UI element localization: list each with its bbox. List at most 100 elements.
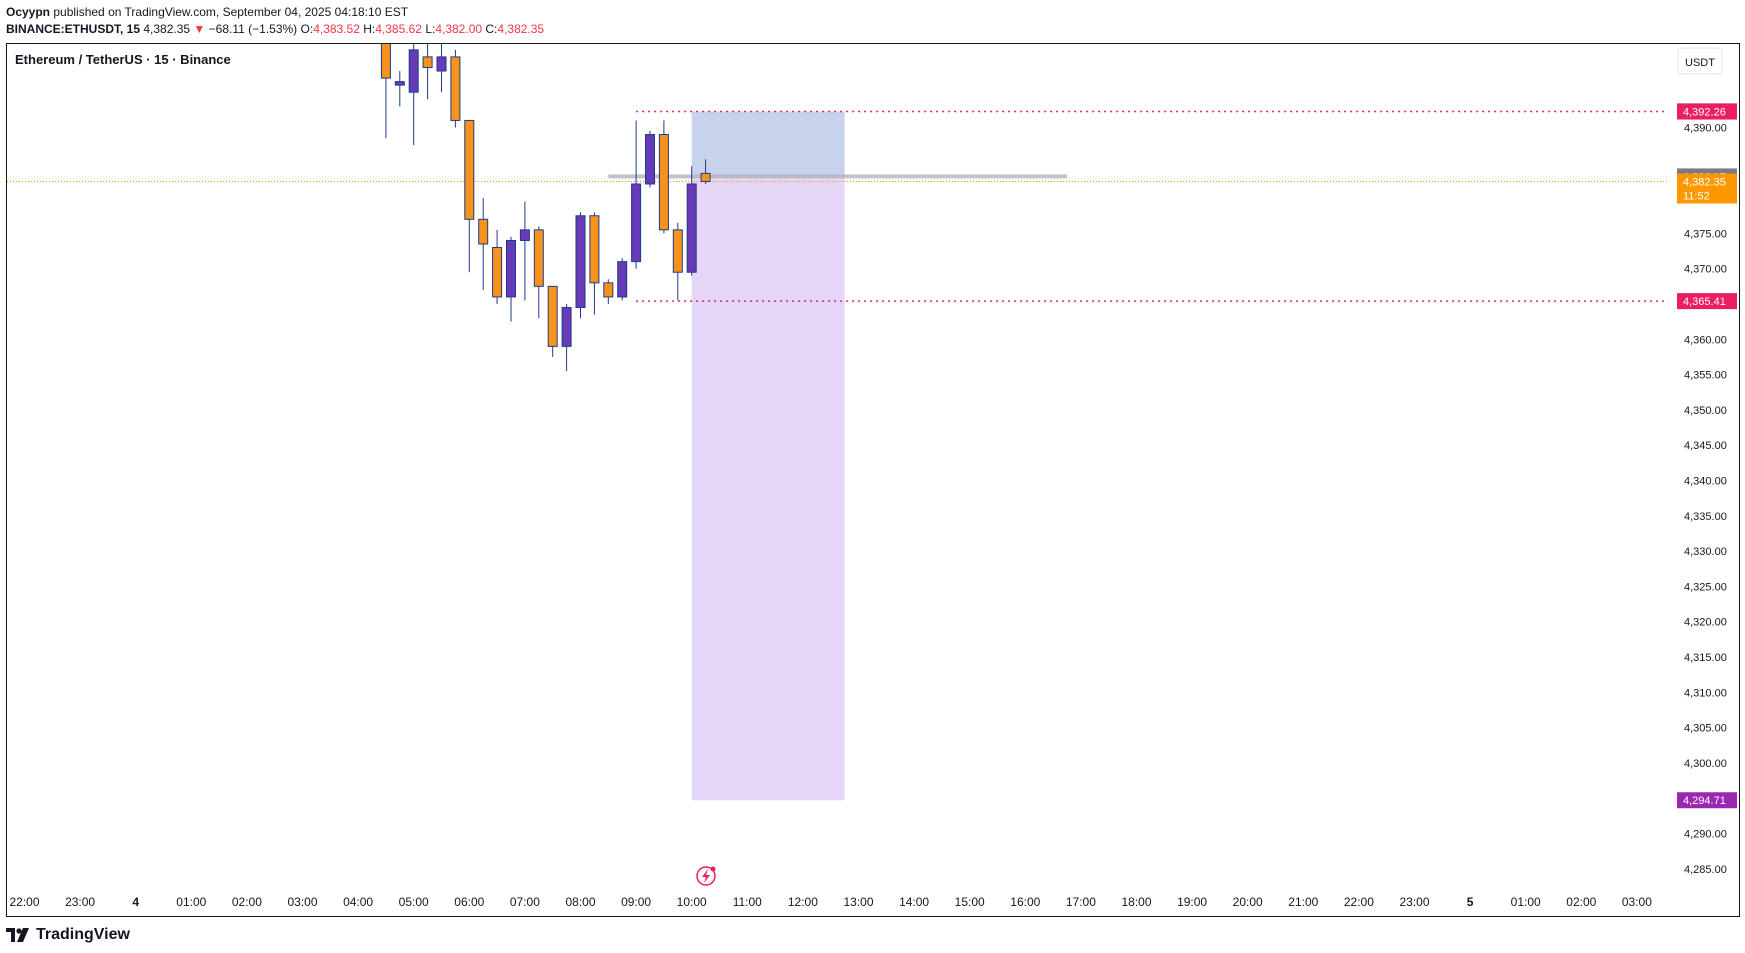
brand-name: TradingView <box>36 926 130 943</box>
lightning-icon[interactable] <box>696 866 716 886</box>
candle <box>631 120 642 269</box>
y-tick-label: 4,285.00 <box>1684 864 1727 876</box>
stop-price-tag-text: 4,294.71 <box>1683 795 1726 807</box>
x-tick-label: 22:00 <box>1344 895 1374 909</box>
close-label: C: <box>485 22 498 36</box>
candle <box>686 166 697 276</box>
candle <box>408 44 419 146</box>
y-tick-label: 4,325.00 <box>1684 581 1727 593</box>
candle <box>380 44 391 139</box>
candle-body <box>478 218 489 245</box>
candle <box>492 229 503 304</box>
change-value: −68.11 (−1.53%) <box>208 22 298 36</box>
close-value: 4,382.35 <box>497 22 545 36</box>
x-tick-label: 06:00 <box>454 895 484 909</box>
high-value: 4,385.62 <box>375 22 422 36</box>
target-price-tag-text: 4,392.26 <box>1683 107 1726 119</box>
candle-body <box>408 49 419 93</box>
candle-body <box>658 134 669 231</box>
y-tick-label: 4,335.00 <box>1684 511 1727 523</box>
y-tick-label: 4,330.00 <box>1684 546 1727 558</box>
x-tick-label: 04:00 <box>343 895 373 909</box>
y-tick-label: 4,340.00 <box>1684 476 1727 488</box>
x-tick-label: 01:00 <box>1511 895 1541 909</box>
x-tick-label: 23:00 <box>1399 895 1429 909</box>
y-tick-label: 4,320.00 <box>1684 617 1727 629</box>
chart-legend-title: Ethereum / TetherUS · 15 · Binance <box>15 52 231 67</box>
candle <box>394 71 405 107</box>
candle <box>464 119 475 273</box>
x-tick-label: 15:00 <box>955 895 985 909</box>
candle <box>547 285 558 357</box>
candle-body <box>506 239 516 298</box>
y-tick-label: 4,370.00 <box>1684 264 1727 276</box>
x-tick-label: 07:00 <box>510 895 540 909</box>
stop-price-tag-bg <box>1677 792 1737 809</box>
candle-body <box>450 56 461 121</box>
candle-body <box>422 56 433 68</box>
candle-body <box>561 307 572 347</box>
candle-body <box>631 183 642 263</box>
open-value: 4,383.52 <box>313 22 360 36</box>
y-tick-label: 4,345.00 <box>1684 440 1727 452</box>
x-tick-label: 17:00 <box>1066 895 1096 909</box>
stop-price-tag: 4,294.71 <box>1677 792 1737 809</box>
current-price-tag-countdown: 11:52 <box>1683 191 1710 203</box>
tradingview-logo[interactable]: TradingView <box>6 926 130 944</box>
x-tick-label: 14:00 <box>899 895 929 909</box>
candle-body <box>547 285 558 347</box>
x-tick-label: 16:00 <box>1010 895 1040 909</box>
candle <box>645 131 655 188</box>
candle-body <box>380 44 391 79</box>
candle-body <box>700 172 711 183</box>
current-price-tag: 4,382.35 11:52 <box>1677 173 1737 204</box>
x-tick-label: 01:00 <box>176 895 206 909</box>
candle-body <box>464 119 475 220</box>
candle-body <box>589 215 600 284</box>
price-axis[interactable]: 4,390.00 4,375.00 4,370.00 4,360.00 4,355.00… <box>1677 103 1737 876</box>
lower-price-tag-text: 4,365.41 <box>1683 296 1726 308</box>
target-zone <box>691 111 845 177</box>
y-tick-label: 4,300.00 <box>1684 758 1727 770</box>
x-tick-label: 03:00 <box>287 895 317 909</box>
candle-body <box>394 81 405 86</box>
author-name[interactable]: Ocyypn <box>6 5 51 19</box>
last-price: 4,382.35 <box>143 22 191 36</box>
ohlc-header: BINANCE:ETHUSDT, 15 4,382.35 ▼ −68.11 (−… <box>6 22 544 36</box>
x-tick-label: 20:00 <box>1233 895 1263 909</box>
change-down-icon: ▼ <box>193 22 206 36</box>
x-tick-label: 5 <box>1467 895 1474 909</box>
currency-button[interactable]: USDT <box>1677 47 1723 75</box>
y-tick-label: 4,375.00 <box>1684 228 1727 240</box>
candle-body <box>492 247 503 298</box>
currency-label: USDT <box>1685 57 1715 69</box>
candle-body <box>575 215 586 309</box>
current-price-tag-bg <box>1677 173 1737 204</box>
candle <box>450 49 461 128</box>
candle <box>658 120 669 234</box>
time-axis[interactable]: 22:00 23:00 4 01:00 02:00 03:00 04:00 05:00 06:0… <box>9 895 1652 909</box>
x-tick-label: 23:00 <box>65 895 95 909</box>
candle-body <box>519 229 530 241</box>
y-tick-label: 4,290.00 <box>1684 829 1727 841</box>
candle <box>519 201 530 301</box>
candle-body <box>533 229 544 287</box>
candle <box>436 44 447 93</box>
lower-price-tag-bg <box>1677 293 1737 310</box>
candle-body <box>686 183 697 273</box>
y-tick-label: 4,310.00 <box>1684 687 1727 699</box>
x-tick-label: 12:00 <box>788 895 818 909</box>
published-text: published on TradingView.com, September … <box>53 5 409 19</box>
high-label: H: <box>363 22 376 36</box>
candle <box>478 198 489 290</box>
candle <box>589 212 600 315</box>
x-tick-label: 05:00 <box>399 895 429 909</box>
candle-body <box>603 282 614 298</box>
candle <box>422 44 433 100</box>
y-tick-label: 4,305.00 <box>1684 723 1727 735</box>
x-tick-label: 09:00 <box>621 895 651 909</box>
plot-area[interactable] <box>7 15 1693 801</box>
x-tick-label: 02:00 <box>232 895 262 909</box>
candle-body <box>436 56 447 72</box>
